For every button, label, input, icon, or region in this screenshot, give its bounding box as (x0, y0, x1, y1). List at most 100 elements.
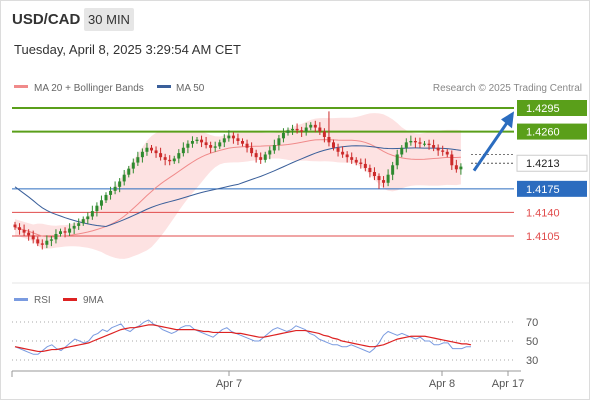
candle (22, 224, 26, 236)
candle-body (263, 154, 267, 160)
candle (13, 221, 17, 230)
candle-body (400, 147, 404, 155)
candle-body (86, 216, 90, 220)
price-label-1.4295: 1.4295 (526, 103, 560, 115)
candle (254, 149, 258, 163)
candle (450, 150, 454, 170)
candle (68, 223, 72, 236)
candle-body (227, 135, 231, 139)
candle-body (432, 145, 436, 148)
candle (286, 127, 290, 136)
timeframe-button[interactable]: 30 MIN (84, 8, 134, 31)
candle (209, 141, 213, 154)
candle-body (445, 151, 449, 155)
candle-body (213, 146, 217, 148)
candle-body (45, 240, 49, 245)
candle-body (341, 151, 345, 155)
moving-averages (14, 139, 461, 238)
candle (441, 145, 445, 156)
candle-body (22, 229, 26, 233)
candle-body (31, 235, 35, 240)
candle-body (277, 138, 281, 146)
price-label-1.4213: 1.4213 (526, 158, 560, 170)
candle (168, 155, 172, 166)
candle-body (54, 233, 58, 240)
candle (77, 218, 81, 230)
legend: MA 20 + Bollinger Bands MA 50 Research ©… (14, 83, 582, 94)
price-label-bg-1.4175 (517, 180, 587, 197)
price-label-bg-1.4213 (516, 154, 588, 172)
candle-body (222, 138, 226, 143)
candle-body (409, 141, 413, 143)
time-tick-label: Apr 7 (216, 378, 242, 390)
price-levels (12, 107, 514, 237)
candle (345, 151, 349, 163)
rsi-ma-legend-label: 9MA (83, 295, 104, 306)
candle-body (404, 142, 408, 148)
candle-body (322, 131, 326, 137)
candle (127, 165, 131, 178)
ma50-legend-swatch (157, 85, 171, 88)
candle (277, 134, 281, 151)
candle (218, 139, 222, 150)
header-bar: USD/CAD 30 MIN (1, 1, 589, 39)
bollinger-bands (15, 113, 461, 259)
candle-body (245, 143, 249, 148)
candle (350, 152, 354, 164)
candle (90, 205, 94, 220)
candle (150, 145, 153, 154)
price-label-1.4140: 1.4140 (526, 207, 560, 219)
candle-body (168, 159, 172, 162)
candle-body (109, 190, 113, 195)
candle (300, 126, 304, 137)
time-axis: Apr 7 Apr 8 Apr 17 (11, 370, 524, 390)
candle (359, 158, 363, 169)
candle (336, 143, 340, 157)
rsi-panel: 70 50 30 (12, 317, 538, 367)
rsi-ma-line (14, 324, 472, 353)
candle (45, 235, 49, 249)
candle-body (186, 143, 190, 148)
price-label-1.4175: 1.4175 (526, 184, 560, 196)
candle (131, 158, 135, 174)
candle (163, 153, 167, 166)
forecast-arrow-shaft (472, 120, 510, 172)
candle (332, 139, 335, 151)
candle-body (195, 139, 199, 142)
time-tick-label: Apr 17 (492, 378, 524, 390)
candle (190, 136, 194, 148)
candle (322, 128, 326, 143)
candle (327, 111, 331, 147)
candle (259, 152, 263, 164)
candle-body (427, 143, 431, 146)
candle-body (172, 158, 176, 162)
candle-body (272, 145, 276, 151)
candle-body (368, 167, 372, 172)
price-labels: 1.4295 1.4260 1.4213 1.4175 1.4140 1.4105 (516, 100, 588, 243)
candle (113, 181, 117, 195)
candle (222, 134, 226, 148)
candle (63, 227, 67, 238)
candle-body (81, 219, 85, 224)
candle-body (68, 228, 72, 233)
candle (309, 122, 313, 131)
candle (377, 173, 381, 189)
rsi-tick-30: 30 (526, 355, 538, 367)
candle (154, 146, 158, 158)
candle-body (90, 211, 94, 217)
timestamp-label: Tuesday, April 8, 2025 3:29:54 AM CET (14, 42, 241, 57)
candle-body (450, 154, 454, 166)
candle (354, 157, 358, 166)
candle (250, 142, 254, 157)
candle-body (309, 124, 313, 128)
candle (31, 230, 35, 244)
candle (427, 139, 431, 150)
candle (81, 216, 85, 226)
candle-body (382, 180, 386, 183)
ma50-line (14, 145, 461, 227)
candle (109, 186, 113, 200)
research-credit: Research © 2025 Trading Central (433, 83, 582, 94)
candle (36, 236, 40, 247)
candle (409, 135, 413, 146)
